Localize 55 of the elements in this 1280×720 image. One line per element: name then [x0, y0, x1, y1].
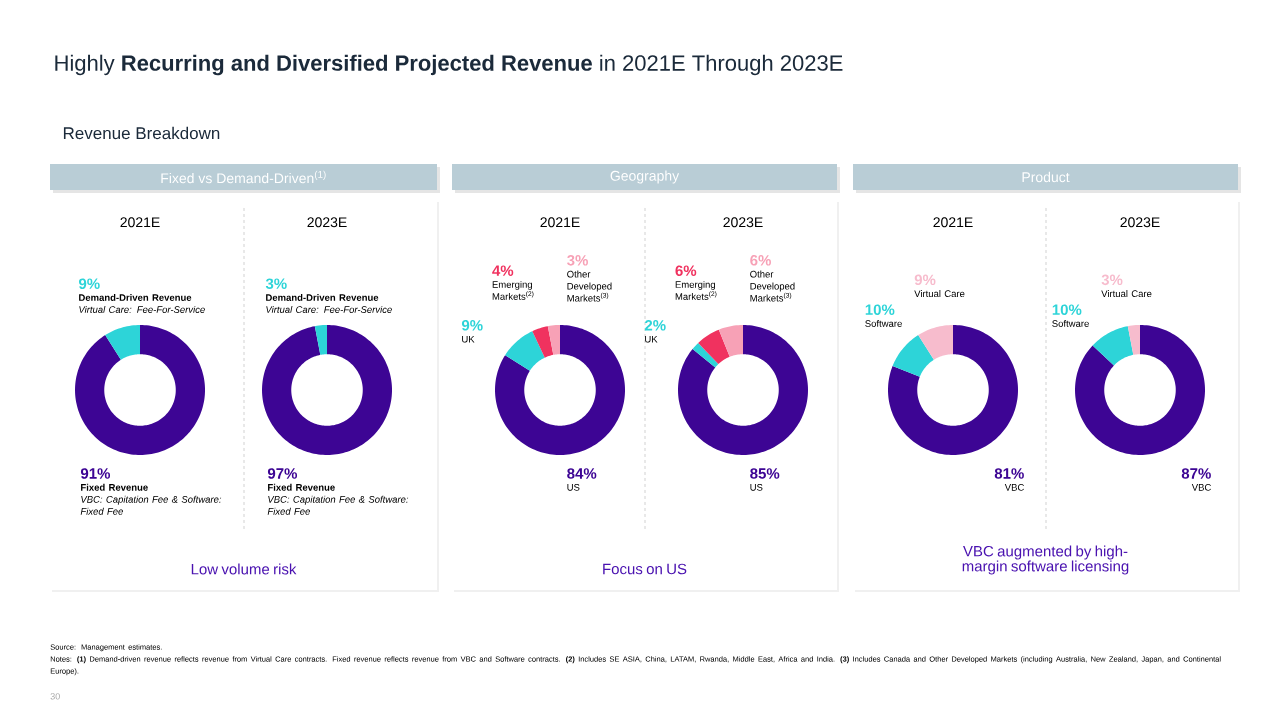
data-label: 84% [567, 468, 597, 479]
chart-title: 2023E [1120, 217, 1160, 228]
data-label: 3% [567, 254, 588, 266]
data-label: 9% [78, 278, 100, 289]
data-label: 85% [750, 468, 780, 479]
data-label: 97% [267, 468, 298, 479]
slice-label: Demand-Driven Revenue [79, 293, 192, 301]
slice-label: US [567, 484, 580, 491]
chart-title: 2021E [540, 217, 580, 228]
data-label: 3% [1101, 274, 1123, 286]
text: Virtual Care: Fee-For-Service [266, 305, 392, 313]
text: 30 [50, 693, 60, 700]
slice-label: UK [645, 335, 658, 343]
text: Virtual Care: Fee-For-Service [79, 305, 205, 313]
slice-label: VBC [1004, 484, 1024, 491]
slice-label: Demand-Driven Revenue [266, 293, 379, 301]
data-label: 3% [265, 278, 287, 290]
data-label: 9% [914, 274, 936, 286]
data-label: 6% [750, 254, 771, 266]
slice-label: Fixed Revenue [268, 483, 335, 491]
data-label: 81% [994, 468, 1024, 479]
data-label: 87% [1181, 468, 1211, 479]
text: Focus on US [603, 563, 687, 575]
data-label: 91% [80, 468, 111, 479]
slice-label: Emerging Markets$^{(2)}$ [492, 280, 534, 300]
chart-subtitle: Product [1022, 171, 1070, 183]
chart-title: 2023E [723, 217, 763, 228]
text: Low volume risk [191, 563, 297, 575]
slice-label: UK [462, 335, 475, 343]
data-label: 6% [675, 265, 697, 276]
data-label: 4% [492, 265, 514, 276]
text: Fixed vs Demand-Driven$^{(1)}$ [161, 170, 326, 184]
slice-label: Fixed Revenue [81, 483, 148, 491]
chart-title: 2021E [933, 217, 973, 228]
slice-label: VBC [1191, 484, 1211, 491]
slice-label: Virtual Care [914, 290, 965, 298]
data-label: 2% [644, 319, 666, 331]
data-label: 10% [1052, 304, 1082, 315]
slice-label: Other Developed Markets$^{(3)}$ [567, 270, 612, 302]
data-label: 9% [461, 319, 483, 331]
data-label: 10% [865, 304, 895, 315]
chart-title: 2021E [120, 217, 160, 228]
text: VBC augmented by high-margin software licensing [962, 545, 1129, 575]
text: Revenue Breakdown [63, 126, 220, 140]
chart-title: 2023E [307, 217, 347, 228]
slice-label: Software [1052, 319, 1089, 327]
slice-label: Emerging Markets$^{(2)}$ [675, 280, 717, 300]
slice-label: Software [865, 319, 902, 327]
text: Highly Recurring and Diversified Projected Revenue in 2021E Through 2023E [55, 54, 843, 76]
slice-label: US [750, 484, 763, 491]
text: VBC: Capitation Fee & Software: Fixed Fee [80, 495, 222, 515]
text: VBC: Capitation Fee & Software: Fixed Fee [267, 495, 409, 515]
slice-label: Virtual Care [1101, 290, 1152, 298]
chart-subtitle: Geography [610, 170, 680, 184]
slice-label: Other Developed Markets$^{(3)}$ [750, 270, 795, 302]
